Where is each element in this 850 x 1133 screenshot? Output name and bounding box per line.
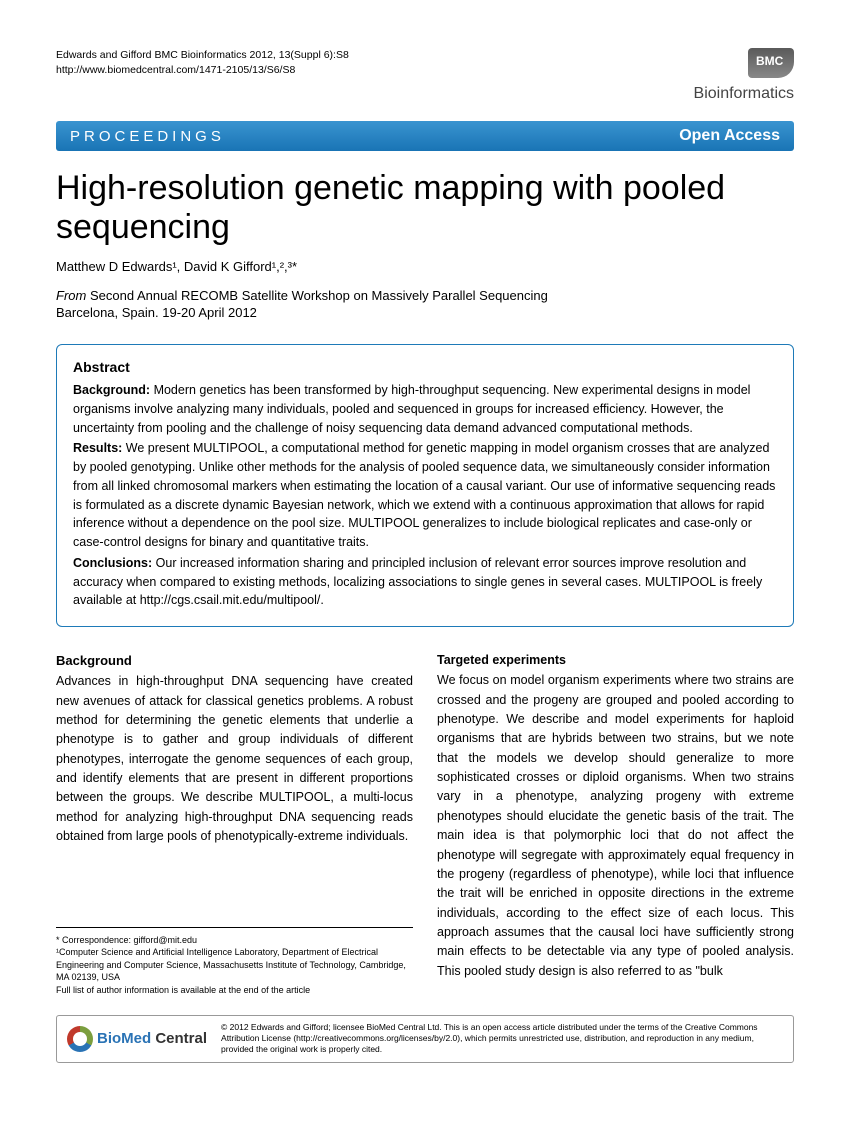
abstract-conclusions: Conclusions: Our increased information s…: [73, 554, 777, 610]
targeted-paragraph: We focus on model organism experiments w…: [437, 671, 794, 981]
bmc-mark-text: BMC: [756, 54, 783, 68]
author-list: Matthew D Edwards¹, David K Gifford¹,²,³…: [56, 259, 794, 274]
from-label: From: [56, 288, 86, 303]
abstract-box: Abstract Background: Modern genetics has…: [56, 344, 794, 627]
abstract-background-label: Background:: [73, 383, 154, 397]
background-paragraph: Advances in high-throughput DNA sequenci…: [56, 672, 413, 846]
open-access-label: Open Access: [679, 127, 780, 145]
article-type-label: PROCEEDINGS: [70, 128, 225, 145]
copyright-text: © 2012 Edwards and Gifford; licensee Bio…: [221, 1022, 783, 1056]
page-header: Edwards and Gifford BMC Bioinformatics 2…: [56, 48, 794, 103]
abstract-conclusions-label: Conclusions:: [73, 556, 156, 570]
citation-url: http://www.biomedcentral.com/1471-2105/1…: [56, 63, 349, 78]
abstract-heading: Abstract: [73, 359, 777, 375]
right-column: Targeted experiments We focus on model o…: [437, 653, 794, 996]
footnote-block: * Correspondence: gifford@mit.edu ¹Compu…: [56, 934, 413, 997]
article-title: High-resolution genetic mapping with poo…: [56, 169, 794, 247]
page-footer: BioMed Central © 2012 Edwards and Giffor…: [56, 1009, 794, 1063]
journal-logo: BMC Bioinformatics: [694, 48, 794, 103]
conference-location: Barcelona, Spain. 19-20 April 2012: [56, 305, 794, 320]
left-column: Background Advances in high-throughput D…: [56, 653, 413, 996]
background-heading: Background: [56, 653, 413, 668]
abstract-conclusions-text: Our increased information sharing and pr…: [73, 556, 762, 608]
footnote-separator: [56, 927, 413, 928]
body-columns: Background Advances in high-throughput D…: [56, 653, 794, 996]
abstract-background: Background: Modern genetics has been tra…: [73, 381, 777, 437]
footer-box: BioMed Central © 2012 Edwards and Giffor…: [56, 1015, 794, 1063]
conference-name: Second Annual RECOMB Satellite Workshop …: [86, 288, 548, 303]
abstract-results: Results: We present MULTIPOOL, a computa…: [73, 439, 777, 552]
journal-name: Bioinformatics: [694, 85, 794, 103]
targeted-heading: Targeted experiments: [437, 653, 794, 667]
conference-line: From Second Annual RECOMB Satellite Work…: [56, 288, 794, 303]
abstract-results-text: We present MULTIPOOL, a computational me…: [73, 441, 775, 549]
citation-line: Edwards and Gifford BMC Bioinformatics 2…: [56, 48, 349, 63]
bmc-mark-icon: BMC: [748, 48, 794, 78]
full-author-list-line: Full list of author information is avail…: [56, 984, 413, 997]
affiliation-line: ¹Computer Science and Artificial Intelli…: [56, 946, 413, 984]
citation-block: Edwards and Gifford BMC Bioinformatics 2…: [56, 48, 349, 77]
abstract-results-label: Results:: [73, 441, 126, 455]
biomed-swirl-icon: [67, 1026, 93, 1052]
abstract-background-text: Modern genetics has been transformed by …: [73, 383, 750, 435]
biomed-text: BioMed Central: [97, 1030, 207, 1047]
correspondence-line: * Correspondence: gifford@mit.edu: [56, 934, 413, 947]
article-type-banner: PROCEEDINGS Open Access: [56, 121, 794, 151]
biomed-central-logo: BioMed Central: [67, 1026, 207, 1052]
